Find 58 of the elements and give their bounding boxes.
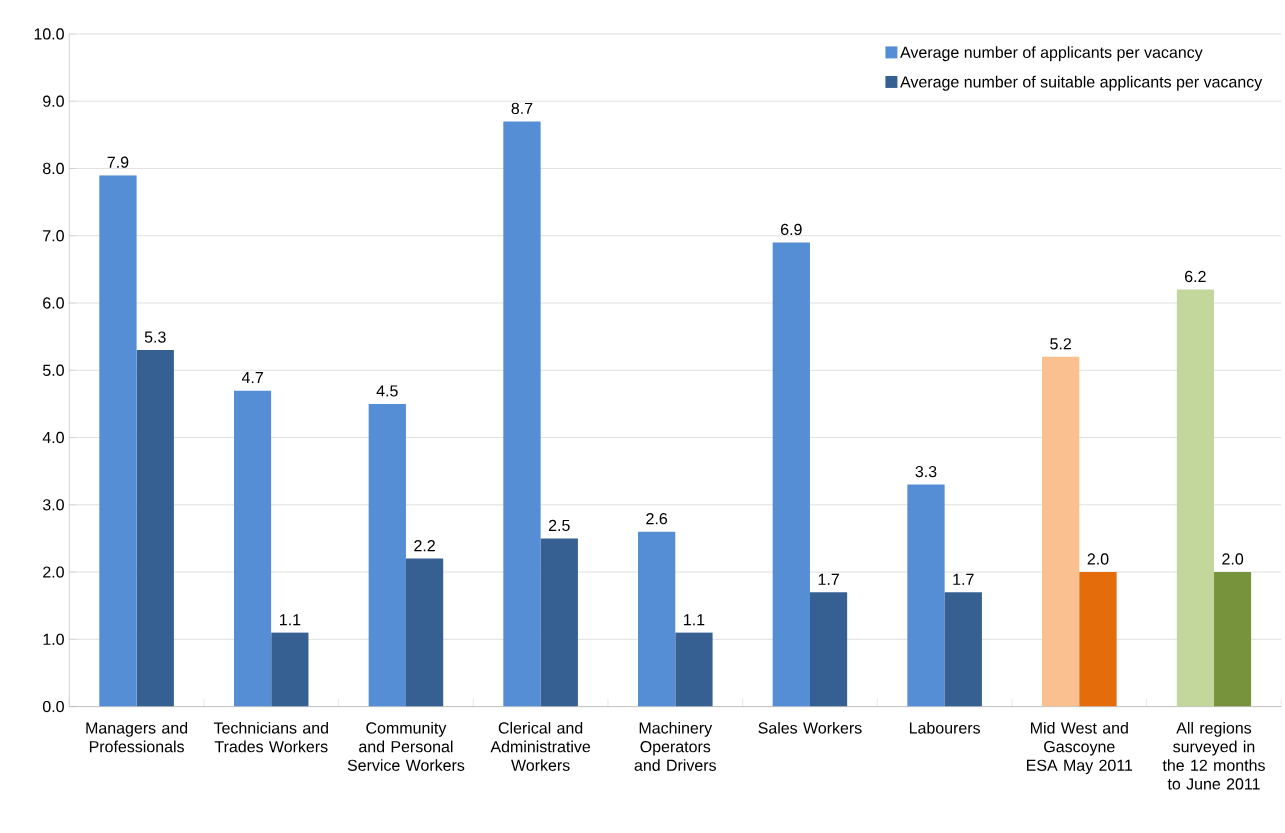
bar [1079,572,1117,707]
y-tick-label: 7.0 [43,230,64,242]
x-tick-label: Community and Personal Service Workers [347,721,465,771]
bar [99,175,137,707]
data-label: 5.3 [144,331,166,343]
data-label: 2.0 [1222,553,1244,565]
data-label: 2.2 [414,540,435,552]
bar [136,350,174,707]
bar [405,558,444,707]
bar [540,538,578,707]
data-label: 3.3 [915,465,937,478]
x-tick-label: Technicians and Trades Workers [213,721,328,753]
y-tick-label: 3.0 [42,499,64,511]
data-label: 4.7 [241,372,263,384]
data-label: 6.9 [781,223,802,236]
x-tick-label: Labourers [909,721,981,734]
bar [944,592,982,707]
bar [368,403,406,707]
bar [907,484,945,707]
data-label: 1.7 [953,573,974,585]
data-label: 8.7 [511,102,533,114]
x-tick-label: Machinery Operators and Drivers [634,721,716,771]
y-tick-label: 8.0 [43,162,64,175]
data-label: 2.5 [548,519,570,531]
data-label: 1.1 [684,614,705,626]
x-tick-label: Managers and Professionals [86,721,188,753]
data-label: 2.6 [646,512,668,525]
data-label: 4.5 [376,385,398,397]
y-tick-label: 9.0 [43,95,64,107]
bar [1176,289,1214,707]
bar [1213,572,1252,707]
bar [1042,356,1080,707]
x-tick-label: Mid West and Gascoyne ESA May 2011 [1027,721,1133,775]
bar [503,121,541,707]
legend-label: Average number of suitable applicants per vacancy [900,75,1263,91]
legend-label: Average number of applicants per vacancy [900,46,1203,62]
y-tick-label: 2.0 [43,566,64,578]
y-tick-label: 1.0 [43,633,64,645]
y-tick-label: 4.0 [42,431,64,444]
data-label: 7.9 [107,156,129,168]
x-tick-label: Clerical and Administrative Workers [490,721,591,771]
x-tick-label: All regions surveyed in the 12 months to June 2011 [1162,721,1265,790]
x-tick-label: Sales Workers [758,721,862,734]
data-label: 5.2 [1050,338,1071,350]
data-label: 6.2 [1185,270,1206,283]
data-label: 1.1 [280,614,301,626]
y-tick-label: 5.0 [42,364,64,376]
y-tick-label: 0.0 [42,700,64,713]
y-tick-label: 6.0 [43,297,64,309]
bar [637,531,676,707]
data-label: 1.7 [818,573,839,585]
bar [675,632,713,707]
bar [809,592,848,707]
bar [271,632,309,707]
bar [233,390,272,707]
bar [772,242,810,707]
data-label: 2.0 [1087,553,1109,565]
y-tick-label: 10.0 [34,28,64,40]
